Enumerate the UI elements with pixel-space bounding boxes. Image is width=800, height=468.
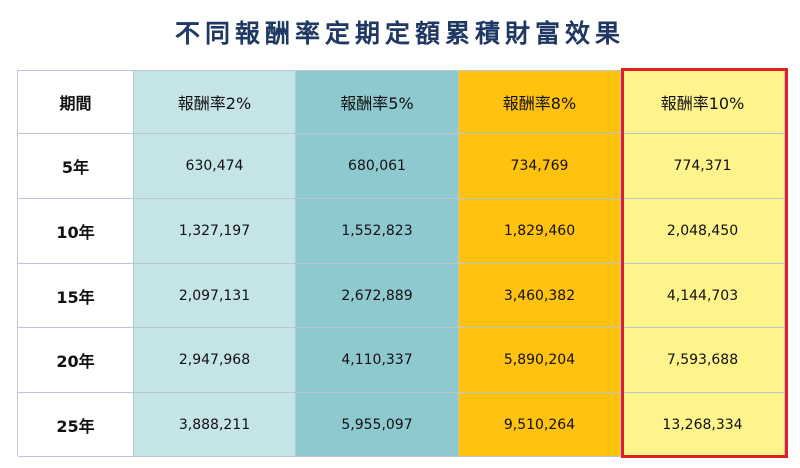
table-cell: 1,327,197 bbox=[134, 199, 296, 264]
header-return-5pct: 報酬率5% bbox=[296, 71, 459, 134]
table-cell: 1,829,460 bbox=[459, 199, 621, 264]
table-cell: 2,097,131 bbox=[134, 264, 296, 328]
table-cell: 630,474 bbox=[134, 134, 296, 199]
table-cell: 680,061 bbox=[296, 134, 459, 199]
table-cell: 1,552,823 bbox=[296, 199, 459, 264]
table-cell: 9,510,264 bbox=[459, 393, 621, 457]
row-period: 15年 bbox=[18, 264, 134, 328]
table-cell: 3,460,382 bbox=[459, 264, 621, 328]
table-cell: 7,593,688 bbox=[621, 328, 785, 393]
header-return-10pct: 報酬率10% bbox=[621, 71, 785, 134]
table-cell: 4,144,703 bbox=[621, 264, 785, 328]
table-cell: 4,110,337 bbox=[296, 328, 459, 393]
row-period: 20年 bbox=[18, 328, 134, 393]
table-cell: 734,769 bbox=[459, 134, 621, 199]
table-cell: 2,048,450 bbox=[621, 199, 785, 264]
wealth-table: 期間 報酬率2% 報酬率5% 報酬率8% 報酬率10% 5年 630,474 6… bbox=[17, 70, 785, 457]
header-period: 期間 bbox=[18, 71, 134, 134]
row-period: 10年 bbox=[18, 199, 134, 264]
table-cell: 5,890,204 bbox=[459, 328, 621, 393]
table-cell: 2,947,968 bbox=[134, 328, 296, 393]
header-return-2pct: 報酬率2% bbox=[134, 71, 296, 134]
row-period: 5年 bbox=[18, 134, 134, 199]
page-title: 不同報酬率定期定額累積財富效果 bbox=[174, 19, 625, 48]
table-cell: 3,888,211 bbox=[134, 393, 296, 457]
header-return-8pct: 報酬率8% bbox=[459, 71, 621, 134]
table-cell: 774,371 bbox=[621, 134, 785, 199]
table-cell: 5,955,097 bbox=[296, 393, 459, 457]
table-cell: 13,268,334 bbox=[621, 393, 785, 457]
row-period: 25年 bbox=[18, 393, 134, 457]
table-cell: 2,672,889 bbox=[296, 264, 459, 328]
